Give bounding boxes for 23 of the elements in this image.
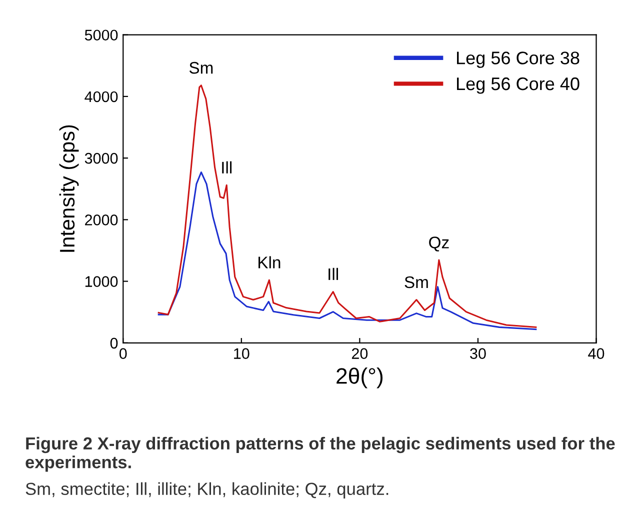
- y-tick-label: 2000: [85, 214, 118, 226]
- y-tick-label: 3000: [84, 152, 118, 164]
- y-axis-title: Intensity (cps): [59, 125, 79, 252]
- x-tick-label: 40: [588, 348, 604, 359]
- y-tick-label: 0: [110, 338, 118, 349]
- annotation: Sm: [189, 62, 213, 74]
- annotation: Sm: [404, 276, 428, 288]
- legend-label: Leg 56 Core 38: [457, 52, 580, 68]
- legend-label: Leg 56 Core 40: [457, 77, 580, 94]
- x-tick-label: 30: [470, 348, 486, 359]
- annotation: Ill: [222, 161, 232, 174]
- x-tick-label: 0: [119, 348, 127, 359]
- caption: Figure 2 X-ray diffraction patterns of the pelagic sediments used for the experiments.: [26, 436, 615, 472]
- x-tick-label: 20: [352, 348, 368, 359]
- annotation: Ill: [328, 268, 338, 280]
- annotation: Qz: [429, 236, 449, 252]
- y-tick-label: 4000: [84, 91, 118, 102]
- annotation: Kln: [258, 256, 280, 268]
- text: Sm, smectite; Ill, illite; Kln, kaolinite; Qz, quartz.: [26, 482, 388, 498]
- y-tick-label: 1000: [85, 276, 118, 287]
- x-tick-label: 10: [234, 348, 250, 359]
- x-axis-title: 2θ(°): [336, 368, 383, 388]
- y-tick-label: 5000: [84, 30, 118, 41]
